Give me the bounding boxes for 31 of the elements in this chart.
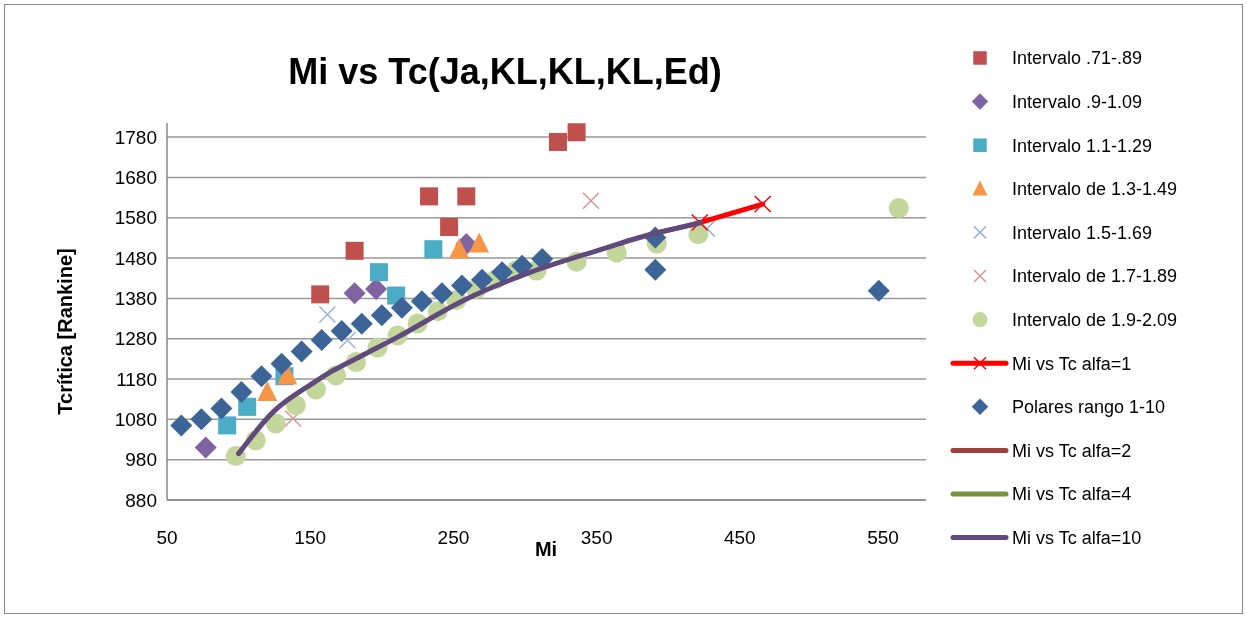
legend-label: Intervalo de 1.7-1.89 xyxy=(1012,266,1178,287)
x-tick-label: 50 xyxy=(156,527,178,548)
legend-label: Intervalo .9-1.09 xyxy=(1012,91,1143,112)
x-tick-label: 550 xyxy=(867,527,899,548)
y-tick-label: 1280 xyxy=(114,328,157,350)
y-tick-label: 1380 xyxy=(114,288,157,310)
y-tick-label: 1680 xyxy=(114,167,157,189)
legend-label: Intervalo de 1.3-1.49 xyxy=(1012,179,1178,200)
y-tick-label: 1780 xyxy=(114,126,157,148)
x-axis-title: Mi xyxy=(534,538,558,560)
legend-label: Mi vs Tc alfa=10 xyxy=(1012,527,1142,548)
y-axis-title: Tcrítica [Rankine] xyxy=(54,248,76,415)
chart-title: Mi vs Tc(Ja,KL,KL,KL,Ed) xyxy=(288,51,722,92)
legend-label: Intervalo 1.1-1.29 xyxy=(1012,135,1153,156)
x-tick-label: 350 xyxy=(580,527,613,548)
legend-label: Intervalo .71-.89 xyxy=(1012,48,1143,69)
x-tick-label: 150 xyxy=(294,527,327,548)
legend-label: Mi vs Tc alfa=2 xyxy=(1012,440,1132,461)
y-tick-label: 1080 xyxy=(114,409,157,431)
x-tick-label: 250 xyxy=(437,527,470,548)
legend-label: Mi vs Tc alfa=1 xyxy=(1012,353,1132,374)
legend-label: Intervalo 1.5-1.69 xyxy=(1012,222,1153,243)
y-tick-label: 1580 xyxy=(114,207,157,229)
legend-label: Polares rango 1-10 xyxy=(1012,397,1166,418)
x-tick-label: 450 xyxy=(723,527,756,548)
y-tick-label: 1180 xyxy=(116,368,157,390)
legend-label: Mi vs Tc alfa=4 xyxy=(1012,484,1132,505)
legend-label: Intervalo de 1.9-2.09 xyxy=(1012,309,1178,330)
y-tick-label: 880 xyxy=(125,489,157,511)
y-tick-label: 980 xyxy=(125,449,157,471)
y-tick-label: 1480 xyxy=(114,247,157,269)
